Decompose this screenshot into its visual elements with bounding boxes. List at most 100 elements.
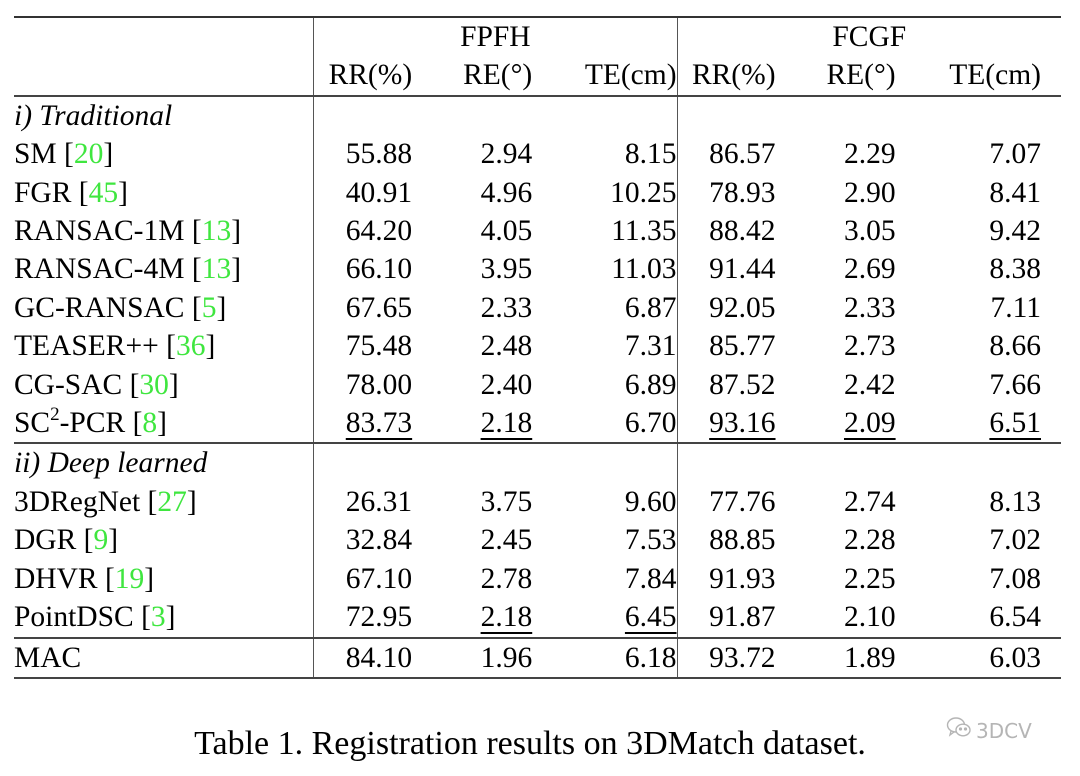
value: 2.94 [480,138,533,171]
empty-cell [676,443,776,483]
value-cell: 8.66 [896,327,1061,365]
method-name: PointDSC [14,601,134,634]
value-cell: 6.51 [896,404,1061,443]
value-cell: 87.52 [676,365,776,405]
section-label: ii) Deep learned [14,447,208,480]
value: 78.93 [709,176,776,209]
value: 72.95 [345,601,413,634]
table-row: SM [20] 55.88 2.94 8.15 86.57 2.29 7.07 [14,135,1061,174]
value: 2.33 [480,291,533,324]
value: 7.84 [624,562,677,595]
value-cell: 91.87 [676,598,776,638]
empty-cell [896,443,1061,482]
value-cell: 6.45 [532,598,677,637]
value: 9.60 [624,485,677,518]
value-cell: 2.40 [412,366,533,404]
method-cell: PointDSC [3] [14,601,176,634]
citation-link[interactable]: 13 [201,253,232,286]
value: 2.42 [843,368,896,401]
table-row: PointDSC [3] 72.95 2.18 6.45 91.87 2.10 6.54 [14,598,1061,638]
value: 2.40 [480,368,533,401]
value: 40.91 [345,176,413,209]
empty-cell [896,96,1061,135]
citation-link[interactable]: 5 [201,291,217,324]
table-row: 3DRegNet [27] 26.31 3.75 9.60 77.76 2.74 8.13 [14,482,1061,522]
watermark-text: 3DCV [976,718,1032,743]
value-cell: 84.10 [313,637,413,678]
method-cell: DGR [9] [14,524,119,557]
value-cell: 26.31 [313,482,413,522]
value-cell: 2.18 [412,598,533,637]
method-name: RANSAC-1M [14,215,185,248]
value-cell: 2.48 [412,327,533,365]
value: 2.10 [843,601,896,634]
value: 2.73 [843,330,896,363]
value: 91.44 [709,253,776,286]
empty-cell [412,443,532,482]
citation-link[interactable]: 27 [157,485,187,518]
value: 66.10 [345,253,413,286]
value: 6.45 [624,601,677,634]
value: 7.31 [624,330,677,363]
value-cell: 4.96 [412,174,533,212]
value: 67.10 [345,562,413,595]
method-cell: 3DRegNet [27] [14,485,197,518]
citation-link[interactable]: 3 [150,601,166,634]
method-name: SM [14,138,57,171]
value: 7.53 [624,524,677,557]
empty-cell [776,443,896,482]
value: 64.20 [345,215,413,248]
header-empty-cell [14,17,314,56]
citation-link[interactable]: 20 [73,138,104,171]
value: 77.76 [709,485,776,518]
value-cell: 75.48 [313,327,413,366]
citation-link[interactable]: 8 [142,407,158,440]
value-cell: 11.03 [532,250,677,288]
empty-cell [532,443,677,482]
value: 55.88 [345,138,413,171]
value-cell: 2.73 [776,327,896,365]
method-cell: SC2-PCR [8] [14,404,167,440]
value: 93.16 [709,407,776,440]
citation-link[interactable]: 19 [114,562,145,595]
value-cell: 8.15 [532,135,677,173]
value-cell: 3.75 [412,483,533,521]
method-name: DGR [14,524,77,557]
col-header-fcgf-re: RE(°) [826,59,896,92]
value-cell: 77.76 [676,482,776,522]
value: 2.90 [843,176,896,209]
value-cell: 6.87 [532,289,677,327]
value: 85.77 [709,330,776,363]
value: 7.08 [989,562,1041,595]
section-row: i) Traditional [14,95,1061,136]
value-cell: 2.94 [412,135,533,173]
value: 67.65 [345,291,413,324]
value: 6.51 [989,407,1041,440]
value-cell: 88.42 [676,212,776,251]
citation-link[interactable]: 30 [139,368,169,401]
value: 9.42 [989,215,1041,248]
value-cell: 8.41 [896,174,1061,212]
citation-link[interactable]: 36 [175,330,206,363]
value: 83.73 [345,407,413,440]
citation-link[interactable]: 45 [88,176,119,209]
table-row: CG-SAC [30] 78.00 2.40 6.89 87.52 2.42 7.66 [14,365,1061,405]
value: 8.38 [989,253,1041,286]
method-cell: FGR [45] [14,176,128,209]
value-cell: 6.18 [624,641,677,674]
citation-link[interactable]: 9 [93,524,109,557]
value-cell: 2.69 [776,250,896,288]
value-cell: 2.09 [776,404,896,443]
method-name: MAC [14,641,82,674]
value-cell: 2.29 [776,135,896,173]
value-cell: 11.35 [532,212,677,250]
value: 2.28 [843,524,896,557]
citation-link[interactable]: 13 [201,215,232,248]
results-table: FPFH FCGF RR(%) RE(°) TE(cm) RR(%) RE(°)… [14,16,1061,679]
value-cell: 1.89 [843,641,896,674]
value: 6.54 [989,601,1041,634]
value: 4.96 [480,176,533,209]
value-cell: 3.05 [776,212,896,250]
value: 2.18 [480,601,533,634]
value: 8.41 [989,176,1041,209]
